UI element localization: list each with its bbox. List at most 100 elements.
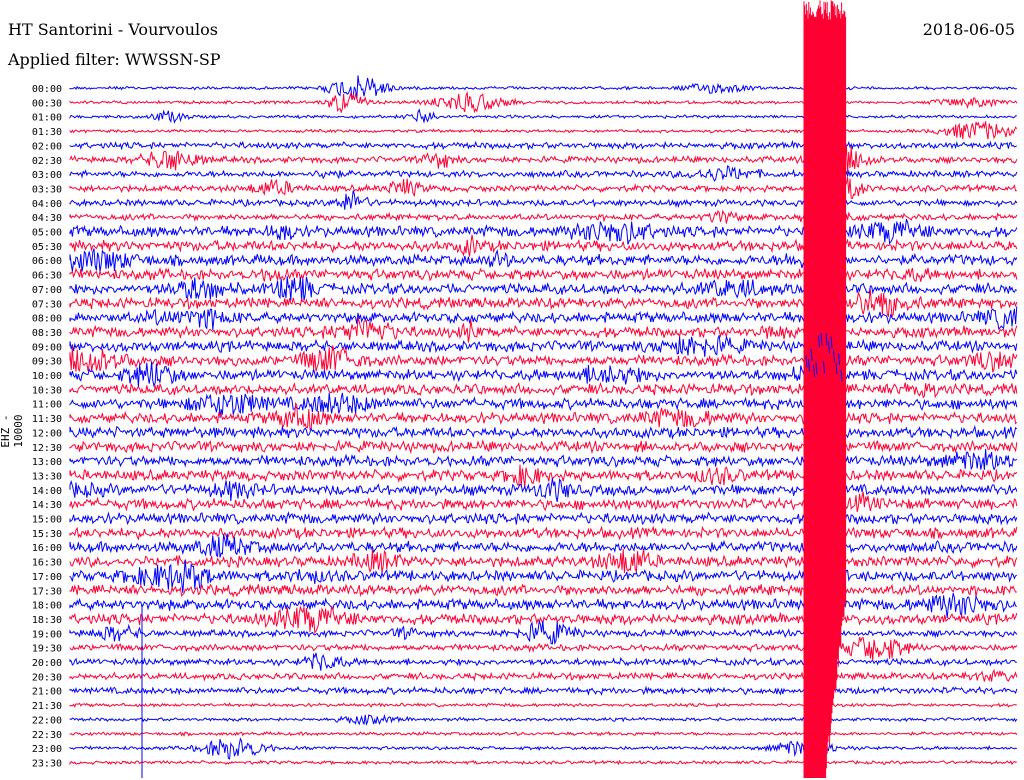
row-time-label: 09:00 <box>32 342 62 353</box>
row-time-label: 11:30 <box>32 414 62 425</box>
trace-row <box>69 233 1018 260</box>
row-time-label: 04:30 <box>32 213 62 224</box>
row-time-label: 18:00 <box>32 601 62 612</box>
trace-row <box>69 548 1018 574</box>
row-time-label: 22:00 <box>32 715 62 726</box>
row-time-label: 23:00 <box>32 744 62 755</box>
row-time-label: 04:00 <box>32 199 62 210</box>
trace-row <box>69 619 1018 646</box>
trace-row <box>69 737 1017 760</box>
trace-row <box>69 559 1017 593</box>
row-time-label: 18:30 <box>32 615 62 626</box>
earthquake-coda <box>805 333 843 382</box>
row-time-label: 07:30 <box>32 299 62 310</box>
row-time-label: 08:00 <box>32 314 62 325</box>
trace-row <box>69 75 1017 100</box>
trace-row <box>69 335 1018 357</box>
trace-row <box>69 121 1018 140</box>
row-time-label: 12:00 <box>32 428 62 439</box>
row-time-label: 17:30 <box>32 586 62 597</box>
row-time-label: 13:00 <box>32 457 62 468</box>
trace-row <box>69 424 1018 441</box>
row-time-label: 20:30 <box>32 672 62 683</box>
row-time-label: 20:00 <box>32 658 62 669</box>
trace-row <box>69 381 1018 399</box>
trace-row <box>69 248 1018 272</box>
row-time-label: 05:00 <box>32 228 62 239</box>
trace-row <box>69 685 1018 697</box>
trace-row <box>69 317 1018 343</box>
trace-row <box>69 392 1018 418</box>
row-time-label: 05:30 <box>32 242 62 253</box>
row-time-label: 15:00 <box>32 515 62 526</box>
row-time-label: 03:30 <box>32 184 62 195</box>
trace-row <box>69 592 1017 619</box>
trace-row <box>69 139 1017 151</box>
row-time-label: 07:00 <box>32 285 62 296</box>
row-time-label: 19:30 <box>32 644 62 655</box>
trace-row <box>69 176 1017 200</box>
trace-row <box>69 108 1017 124</box>
station-title: HT Santorini - Vourvoulos <box>8 20 218 39</box>
trace-row <box>69 289 1018 319</box>
trace-row <box>69 652 1017 671</box>
trace-row <box>69 533 1018 558</box>
trace-row <box>69 478 1018 502</box>
trace-row <box>69 713 1018 726</box>
trace-row <box>69 511 1018 526</box>
trace-row <box>69 90 1018 114</box>
earthquake-signal <box>803 0 847 778</box>
trace-row <box>69 448 1018 471</box>
trace-row <box>69 636 1018 661</box>
row-time-label: 22:30 <box>32 730 62 741</box>
row-time-label: 06:30 <box>32 271 62 282</box>
row-time-label: 01:00 <box>32 113 62 124</box>
trace-row <box>69 219 1018 245</box>
row-time-label: 08:30 <box>32 328 62 339</box>
record-date: 2018-06-05 <box>922 20 1015 39</box>
row-time-label: 01:30 <box>32 127 62 138</box>
trace-row <box>69 464 1018 488</box>
row-time-label: 02:30 <box>32 156 62 167</box>
row-time-label: 06:00 <box>32 256 62 267</box>
trace-row <box>69 759 1017 766</box>
row-time-label: 10:30 <box>32 385 62 396</box>
trace-row <box>69 730 1018 737</box>
trace-row <box>69 438 1018 455</box>
trace-row <box>69 165 1018 182</box>
row-time-label: 16:30 <box>32 558 62 569</box>
trace-row <box>69 266 1018 282</box>
row-time-label: 10:00 <box>32 371 62 382</box>
row-time-label: 13:30 <box>32 471 62 482</box>
trace-row <box>69 206 1018 230</box>
trace-row <box>69 491 1018 513</box>
trace-row <box>69 345 1018 373</box>
row-time-label: 09:30 <box>32 357 62 368</box>
trace-row <box>69 276 1018 302</box>
row-time-label: 23:30 <box>32 758 62 769</box>
row-time-label: 00:30 <box>32 98 62 109</box>
row-time-label: 11:00 <box>32 400 62 411</box>
trace-row <box>69 401 1018 431</box>
trace-row <box>69 525 1018 541</box>
row-time-label: 16:00 <box>32 543 62 554</box>
trace-row <box>69 583 1017 598</box>
row-time-label: 17:00 <box>32 572 62 583</box>
row-time-label: 19:00 <box>32 629 62 640</box>
row-time-label: 21:00 <box>32 687 62 698</box>
row-time-label: 21:30 <box>32 701 62 712</box>
trace-row <box>69 145 1018 174</box>
row-time-label: 15:30 <box>32 529 62 540</box>
trace-row <box>69 702 1017 709</box>
row-time-label: 02:00 <box>32 141 62 152</box>
trace-row <box>69 668 1018 682</box>
row-time-label: 00:00 <box>32 84 62 95</box>
row-time-label: 12:30 <box>32 443 62 454</box>
trace-row <box>69 361 1018 388</box>
trace-row <box>69 306 1018 330</box>
trace-row <box>69 190 1018 210</box>
filter-label: Applied filter: WWSSN-SP <box>8 50 221 69</box>
row-time-label: 14:00 <box>32 486 62 497</box>
row-time-label: 03:00 <box>32 170 62 181</box>
